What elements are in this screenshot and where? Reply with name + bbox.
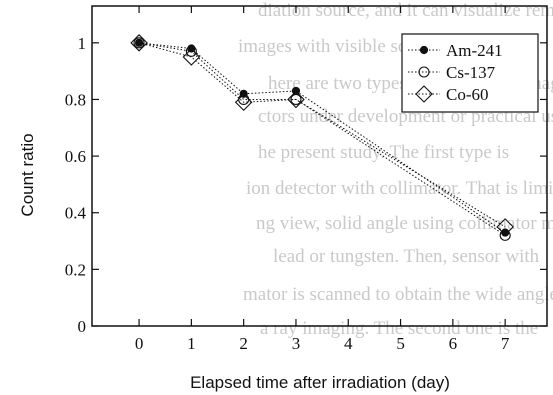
x-tick-label: 1 — [187, 334, 196, 353]
y-tick-label: 1 — [78, 34, 87, 53]
legend-entry: Am-241 — [408, 41, 503, 60]
y-tick-label: 0.2 — [65, 260, 86, 279]
background-text-line: lead or tungsten. Then, sensor with — [273, 246, 540, 267]
data-point — [287, 90, 305, 109]
data-point — [182, 48, 201, 66]
data-point — [418, 66, 430, 78]
legend-label: Co-60 — [446, 85, 489, 104]
y-tick-label: 0 — [78, 317, 87, 336]
series-line — [138, 42, 506, 236]
data-point — [419, 45, 429, 55]
legend-entry: Cs-137 — [408, 63, 496, 82]
background-text-line: ion detector with collimator. That is li… — [246, 178, 553, 199]
series-line — [138, 42, 506, 228]
y-axis-title: Count ratio — [18, 133, 37, 216]
data-point — [133, 37, 145, 49]
x-tick-label: 3 — [292, 334, 301, 353]
x-tick-label: 2 — [239, 334, 248, 353]
x-axis-title: Elapsed time after irradiation (day) — [190, 373, 450, 392]
x-tick-label: 0 — [135, 334, 144, 353]
legend-label: Cs-137 — [446, 63, 496, 82]
data-point — [130, 34, 148, 52]
x-tick-label: 4 — [344, 334, 353, 353]
series-line — [139, 42, 506, 233]
axes: 0 1 2 3 4 5 6 7 0 0.2 0.4 0.6 0.8 1 — [65, 6, 547, 353]
data-point — [185, 45, 197, 57]
data-point — [290, 93, 302, 106]
data-point — [496, 218, 514, 236]
x-tick-label: 6 — [449, 334, 458, 353]
data-point — [415, 85, 433, 103]
y-tick-label: 0.6 — [65, 147, 86, 166]
data-point — [499, 229, 511, 241]
series-cs-137 — [133, 37, 511, 241]
legend: Am-241 Cs-137 Co-60 — [401, 33, 539, 113]
series-co-60 — [130, 34, 514, 236]
background-text-line: mator is scanned to obtain the wide angl… — [243, 284, 553, 305]
background-text-layer: diation source, and it can visualize rem… — [238, 0, 553, 339]
legend-entry: Co-60 — [408, 85, 489, 104]
background-text-line: images with visible scene. — [238, 36, 437, 57]
y-tick-label: 0.8 — [65, 90, 86, 109]
legend-label: Am-241 — [446, 41, 503, 60]
plot-frame — [91, 5, 548, 327]
x-tick-label: 7 — [501, 334, 510, 353]
background-text-line: he present study. The first type is — [258, 142, 509, 163]
background-text-line: ng view, solid angle using collimator ma… — [256, 213, 553, 234]
background-text-line: diation source, and it can visualize rem… — [258, 0, 553, 21]
x-tick-label: 5 — [396, 334, 405, 353]
data-point — [234, 93, 253, 112]
data-series — [130, 34, 514, 241]
background-text-line: a ray imaging. The second one is the — [260, 318, 538, 339]
y-tick-label: 0.4 — [65, 204, 87, 223]
